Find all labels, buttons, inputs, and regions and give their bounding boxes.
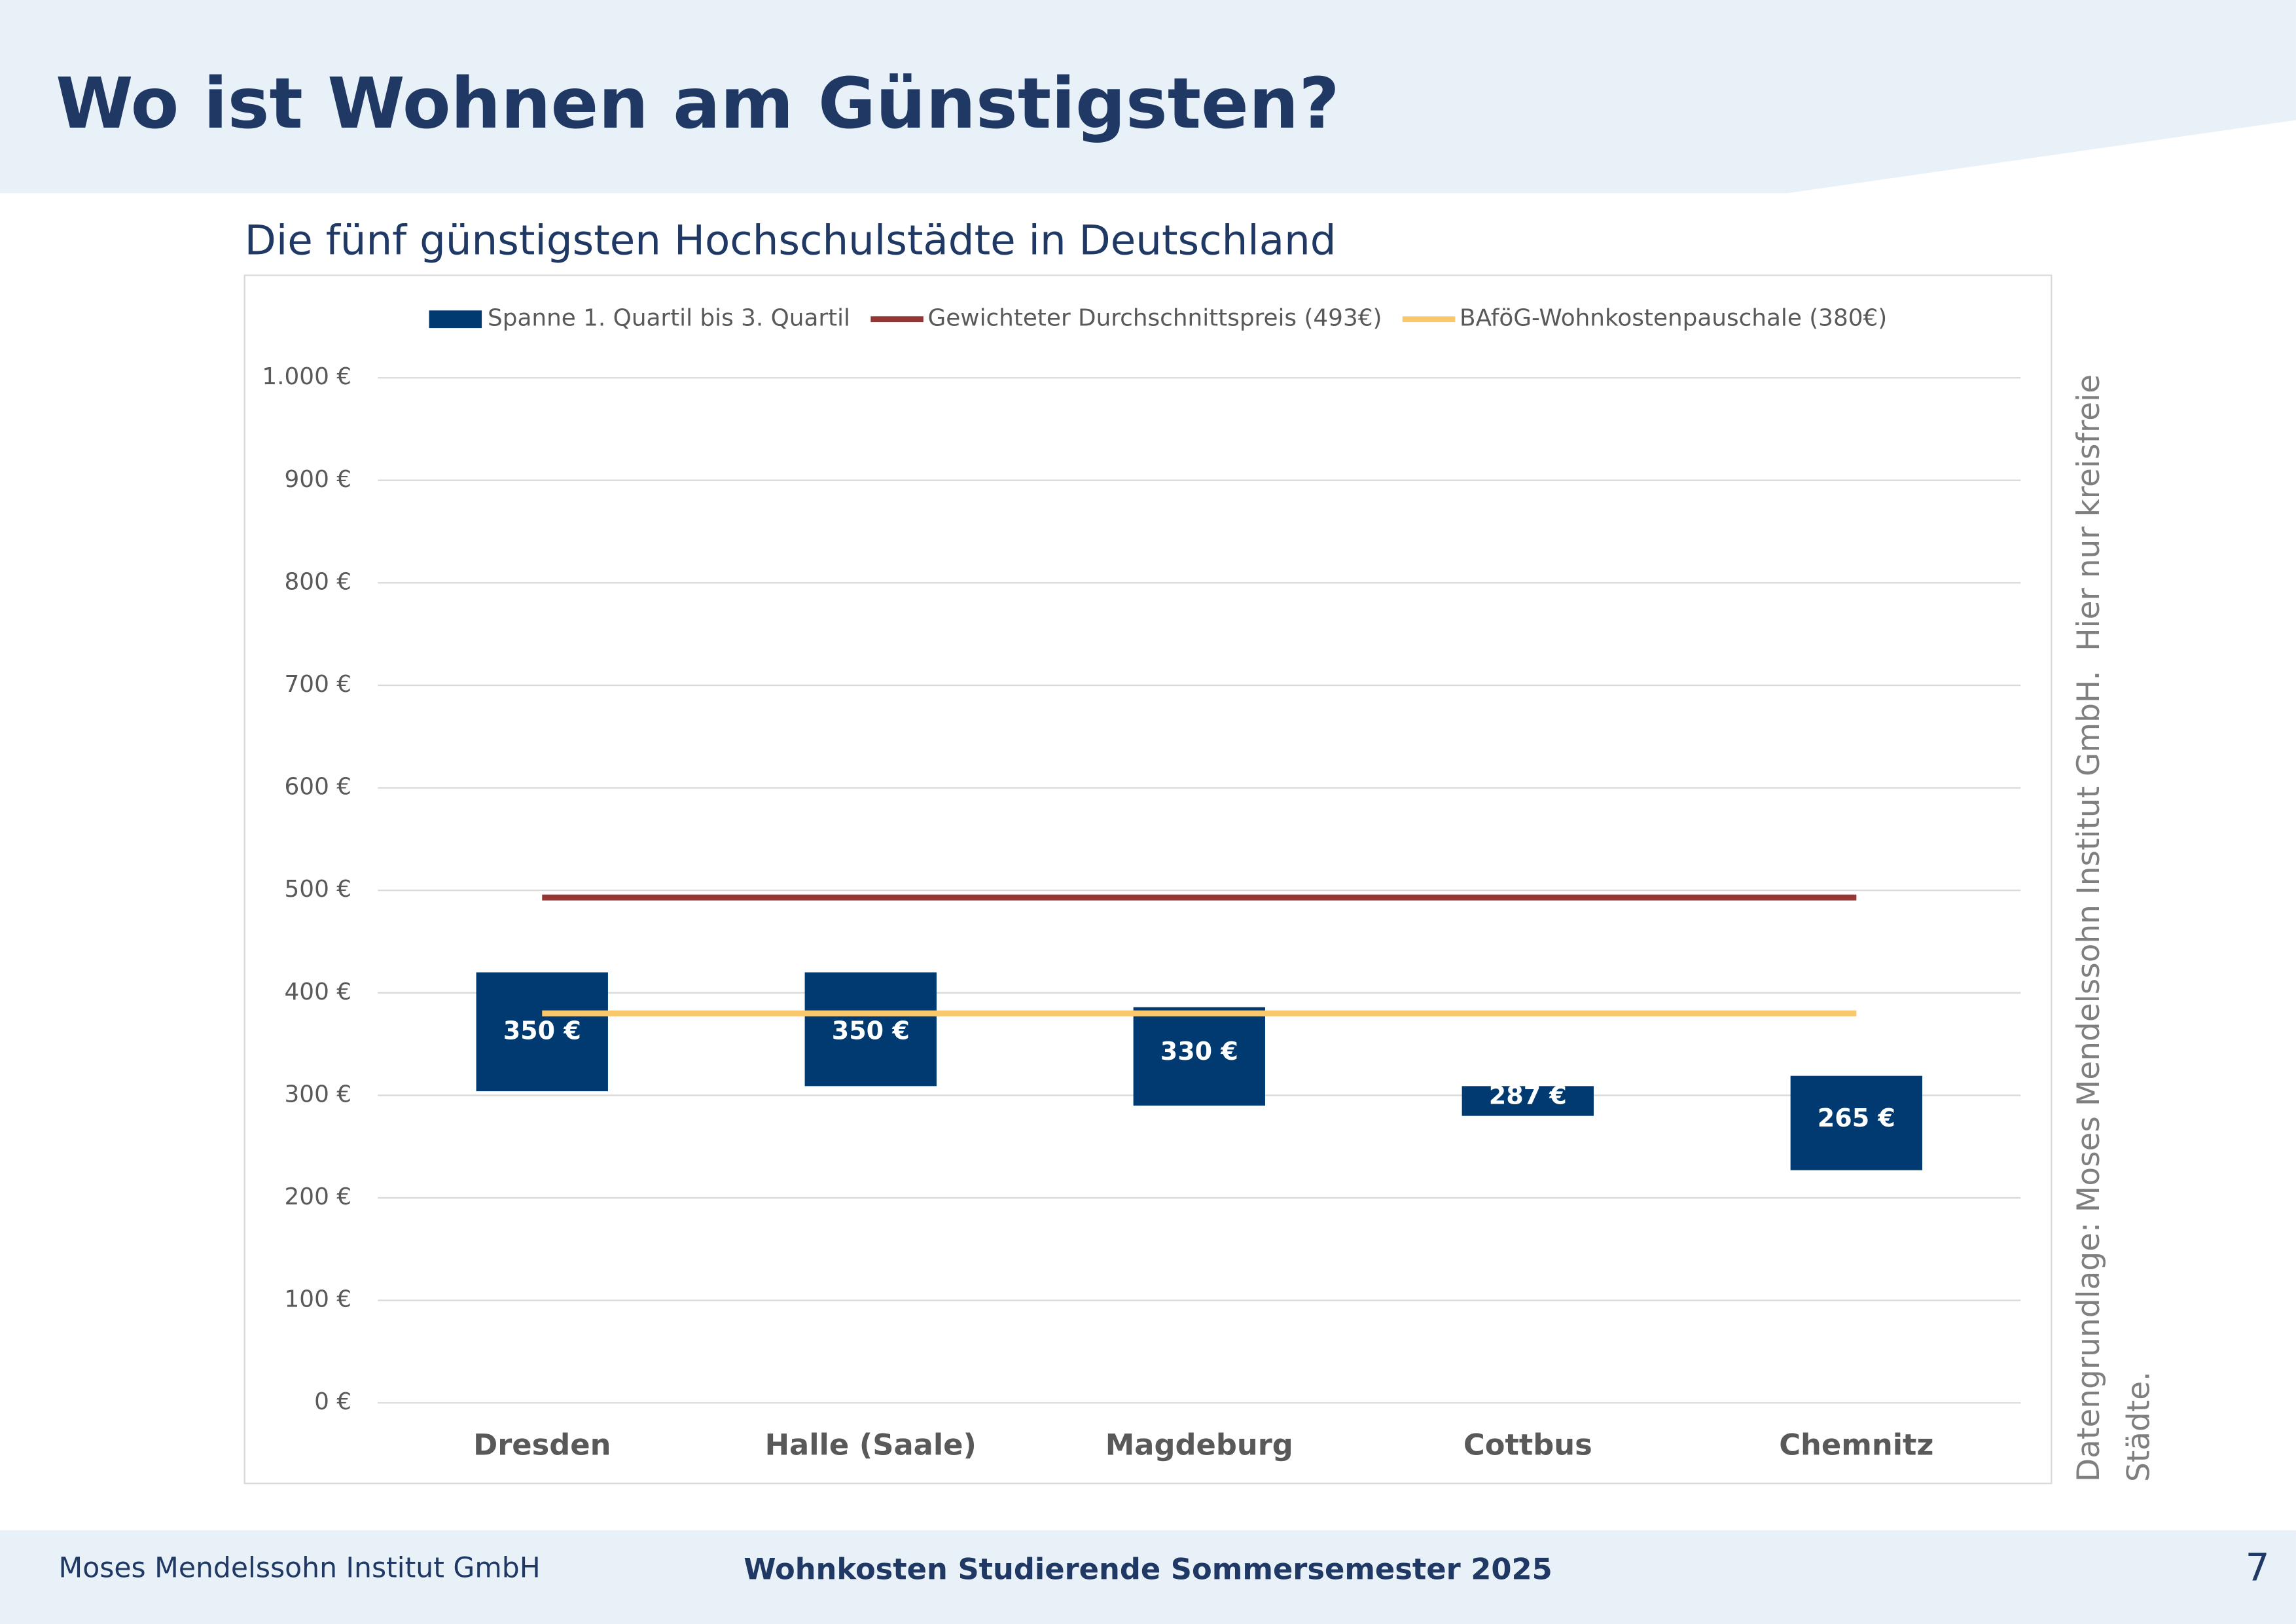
- data-label: 350 €: [832, 1017, 910, 1045]
- y-tick-label: 400 €: [285, 979, 351, 1005]
- slide-title: Wo ist Wohnen am Günstigsten?: [56, 63, 1340, 145]
- x-tick-label: Dresden: [473, 1427, 611, 1462]
- x-tick-label: Magdeburg: [1105, 1427, 1293, 1462]
- y-tick-label: 100 €: [285, 1286, 351, 1313]
- bar: [1462, 1086, 1594, 1116]
- x-tick-label: Halle (Saale): [765, 1427, 977, 1462]
- y-tick-label: 600 €: [285, 774, 351, 801]
- plot: 0 € 100 € 200 € 300 € 400 € 500 € 600 € 700 € 80…: [262, 305, 2021, 1462]
- y-tick-label: 0 €: [314, 1388, 351, 1415]
- y-tick-label: 800 €: [285, 568, 351, 595]
- bar: [1790, 1075, 1923, 1170]
- note-line: Städte.: [2121, 1371, 2157, 1482]
- footer-band: [0, 1530, 2296, 1624]
- note: Datengrundlage: Moses Mendelssohn Instit…: [2071, 374, 2157, 1482]
- legend-swatch: [429, 310, 482, 329]
- bar: [1133, 1007, 1265, 1106]
- y-tick-label: 1.000 €: [262, 363, 351, 390]
- y-tick-label: 900 €: [285, 466, 351, 493]
- header-band: [0, 0, 2296, 194]
- legend-label: Spanne 1. Quartil bis 3. Quartil: [488, 305, 850, 332]
- chart-title: Die fünf günstigsten Hochschulstädte in …: [245, 216, 1336, 264]
- x-tick-label: Cottbus: [1463, 1427, 1592, 1462]
- chart-frame: [243, 274, 2053, 1485]
- bar: [476, 972, 608, 1092]
- page-number: 7: [2246, 1545, 2270, 1589]
- data-label: 265 €: [1818, 1104, 1895, 1132]
- footer-left: Moses Mendelssohn Institut GmbH: [59, 1553, 541, 1585]
- data-label: 287 €: [1489, 1081, 1567, 1110]
- legend-label: BAföG-Wohnkostenpauschale (380€): [1460, 305, 1887, 332]
- data-label: 330 €: [1160, 1037, 1238, 1066]
- legend-label: Gewichteter Durchschnittspreis (493€): [928, 305, 1382, 332]
- footer-center: Wohnkosten Studierende Sommersemester 20…: [744, 1551, 1552, 1586]
- data-label: 350 €: [503, 1017, 581, 1045]
- y-tick-label: 500 €: [285, 876, 351, 903]
- y-tick-label: 700 €: [285, 671, 351, 698]
- y-tick-label: 200 €: [285, 1183, 351, 1210]
- bar: [804, 972, 937, 1087]
- note-line: Datengrundlage: Moses Mendelssohn Instit…: [2071, 374, 2107, 1482]
- x-tick-label: Chemnitz: [1779, 1427, 1933, 1462]
- y-tick-label: 300 €: [285, 1081, 351, 1108]
